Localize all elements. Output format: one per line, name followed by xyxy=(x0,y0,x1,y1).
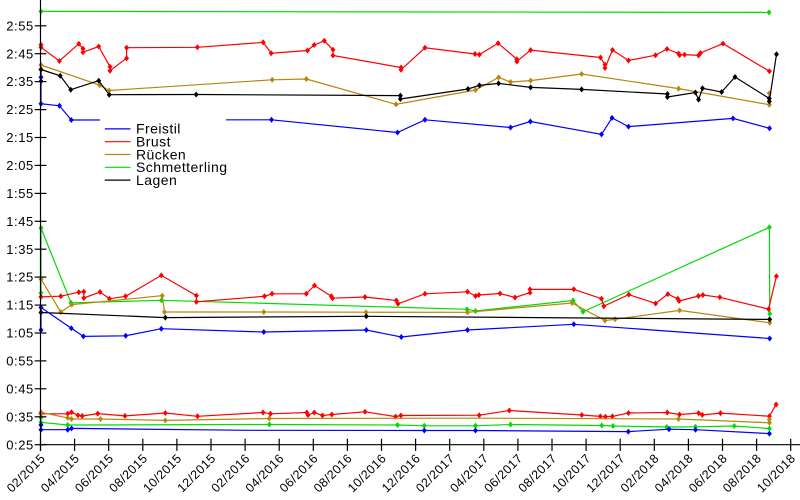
svg-text:1:15: 1:15 xyxy=(6,298,34,313)
svg-text:1:25: 1:25 xyxy=(6,270,34,285)
svg-text:1:55: 1:55 xyxy=(6,186,34,201)
svg-text:1:45: 1:45 xyxy=(6,214,34,229)
svg-text:Lagen: Lagen xyxy=(136,172,177,188)
svg-text:1:05: 1:05 xyxy=(6,326,34,341)
svg-text:0:45: 0:45 xyxy=(6,381,34,396)
svg-text:2:45: 2:45 xyxy=(6,46,34,61)
svg-text:2:15: 2:15 xyxy=(6,130,34,145)
svg-text:0:35: 0:35 xyxy=(6,409,34,424)
svg-text:2:05: 2:05 xyxy=(6,158,34,173)
svg-text:Brust: Brust xyxy=(136,134,171,150)
svg-text:Schmetterling: Schmetterling xyxy=(136,159,227,175)
svg-text:Rücken: Rücken xyxy=(136,146,186,162)
svg-text:0:55: 0:55 xyxy=(6,354,34,369)
svg-text:2:55: 2:55 xyxy=(6,18,34,33)
svg-text:1:35: 1:35 xyxy=(6,242,34,257)
svg-text:0:25: 0:25 xyxy=(6,437,34,452)
svg-text:2:25: 2:25 xyxy=(6,102,34,117)
svg-text:2:35: 2:35 xyxy=(6,74,34,89)
svg-text:Freistil: Freistil xyxy=(136,121,181,137)
